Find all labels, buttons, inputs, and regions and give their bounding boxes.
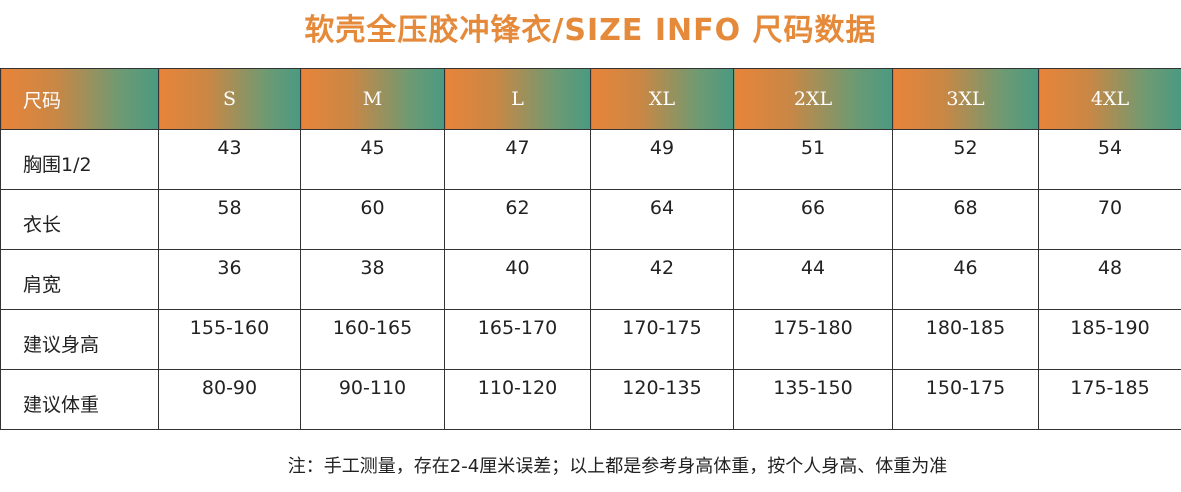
table-cell: 38 [300, 249, 445, 310]
table-cell: 40 [444, 249, 591, 310]
table-cell: 170-175 [590, 309, 734, 370]
table-cell: 43 [158, 129, 301, 190]
table-row: 建议体重 80-90 90-110 110-120 120-135 135-15… [0, 369, 1181, 430]
header-cell-size: M [300, 68, 445, 130]
measurement-note: 注：手工测量，存在2-4厘米误差；以上都是参考身高体重，按个人身高、体重为准 [287, 456, 948, 477]
row-label: 建议身高 [0, 309, 159, 370]
header-cell-size-label: 尺码 [0, 68, 159, 130]
row-label: 衣长 [0, 189, 159, 250]
table-cell: 120-135 [590, 369, 734, 430]
table-cell: 90-110 [300, 369, 445, 430]
table-cell: 165-170 [444, 309, 591, 370]
table-cell: 150-175 [892, 369, 1039, 430]
header-cell-size: 2XL [733, 68, 893, 130]
table-cell: 48 [1038, 249, 1181, 310]
header-cell-size: S [158, 68, 301, 130]
header-cell-size: XL [590, 68, 734, 130]
table-cell: 70 [1038, 189, 1181, 250]
size-chart-table: 尺码 S M L XL 2XL 3XL 4XL 胸围1/2 43 45 47 4… [0, 68, 1181, 430]
table-cell: 180-185 [892, 309, 1039, 370]
table-cell: 49 [590, 129, 734, 190]
row-label: 建议体重 [0, 369, 159, 430]
table-cell: 52 [892, 129, 1039, 190]
table-row: 肩宽 36 38 40 42 44 46 48 [0, 249, 1181, 310]
table-cell: 36 [158, 249, 301, 310]
row-label: 肩宽 [0, 249, 159, 310]
page-title: 软壳全压胶冲锋衣/SIZE INFO 尺码数据 [304, 13, 877, 48]
table-row: 衣长 58 60 62 64 66 68 70 [0, 189, 1181, 250]
table-cell: 135-150 [733, 369, 893, 430]
table-cell: 185-190 [1038, 309, 1181, 370]
header-cell-size: L [444, 68, 591, 130]
table-cell: 175-185 [1038, 369, 1181, 430]
table-cell: 80-90 [158, 369, 301, 430]
table-cell: 51 [733, 129, 893, 190]
table-cell: 54 [1038, 129, 1181, 190]
table-cell: 46 [892, 249, 1039, 310]
table-cell: 58 [158, 189, 301, 250]
table-row: 胸围1/2 43 45 47 49 51 52 54 [0, 129, 1181, 190]
row-label: 胸围1/2 [0, 129, 159, 190]
table-cell: 47 [444, 129, 591, 190]
table-cell: 68 [892, 189, 1039, 250]
table-cell: 42 [590, 249, 734, 310]
header-cell-size: 3XL [892, 68, 1039, 130]
header-row: 尺码 S M L XL 2XL 3XL 4XL [0, 68, 1181, 130]
table-cell: 45 [300, 129, 445, 190]
table-cell: 62 [444, 189, 591, 250]
table-cell: 44 [733, 249, 893, 310]
table-cell: 60 [300, 189, 445, 250]
table-cell: 64 [590, 189, 734, 250]
table-cell: 155-160 [158, 309, 301, 370]
table-cell: 110-120 [444, 369, 591, 430]
table-row: 建议身高 155-160 160-165 165-170 170-175 175… [0, 309, 1181, 370]
table-cell: 66 [733, 189, 893, 250]
header-cell-size: 4XL [1038, 68, 1181, 130]
table-cell: 175-180 [733, 309, 893, 370]
table-cell: 160-165 [300, 309, 445, 370]
